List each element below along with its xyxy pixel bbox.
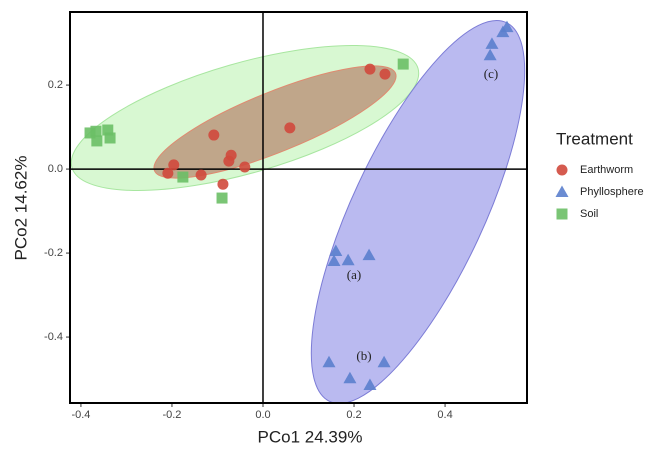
legend-label: Phyllosphere bbox=[580, 186, 644, 198]
x-tick-label: 0.2 bbox=[346, 409, 361, 421]
x-tick-label: 0.0 bbox=[255, 409, 270, 421]
point bbox=[341, 253, 355, 266]
y-tick-label: -0.4 bbox=[44, 331, 63, 343]
x-axis-label: PCo1 24.39% bbox=[258, 427, 363, 446]
point bbox=[177, 171, 189, 183]
point bbox=[217, 178, 229, 190]
legend-marker bbox=[555, 185, 569, 197]
point bbox=[223, 155, 235, 167]
x-tick-label: -0.2 bbox=[162, 409, 181, 421]
legend-marker bbox=[556, 164, 568, 176]
point bbox=[216, 192, 228, 204]
annotation: (a) bbox=[347, 267, 361, 282]
point bbox=[284, 122, 296, 134]
point bbox=[363, 378, 377, 390]
y-tick-label: 0.0 bbox=[48, 163, 63, 175]
plot-frame bbox=[69, 11, 528, 404]
point bbox=[322, 355, 336, 368]
point bbox=[327, 254, 341, 267]
point bbox=[239, 161, 251, 173]
legend-label: Soil bbox=[580, 208, 598, 220]
point bbox=[397, 58, 409, 70]
legend-marker bbox=[556, 208, 568, 220]
x-tick-label: 0.4 bbox=[437, 409, 452, 421]
point bbox=[90, 125, 102, 137]
y-tick-label: -0.2 bbox=[44, 247, 63, 259]
point bbox=[168, 159, 180, 171]
legend-label: Earthworm bbox=[580, 164, 633, 176]
y-axis-label: PCo2 14.62% bbox=[11, 156, 30, 261]
point bbox=[91, 135, 103, 147]
annotation: (b) bbox=[356, 348, 371, 363]
point bbox=[377, 355, 391, 368]
point bbox=[329, 244, 343, 256]
y-tick-label: 0.2 bbox=[48, 79, 63, 91]
legend-title: Treatment bbox=[556, 129, 633, 148]
point bbox=[343, 371, 357, 384]
point bbox=[208, 129, 220, 141]
point bbox=[162, 167, 174, 179]
point bbox=[84, 127, 96, 139]
annotation: (c) bbox=[484, 66, 498, 81]
point bbox=[362, 248, 376, 261]
point bbox=[483, 48, 497, 61]
point bbox=[379, 68, 391, 80]
ellipses bbox=[70, 20, 526, 404]
point bbox=[485, 37, 499, 49]
point bbox=[496, 25, 510, 38]
point bbox=[195, 169, 207, 181]
point bbox=[102, 124, 114, 136]
point bbox=[364, 63, 376, 75]
x-tick-label: -0.4 bbox=[71, 409, 90, 421]
earthworm-ellipse bbox=[153, 65, 397, 179]
point bbox=[104, 132, 116, 144]
